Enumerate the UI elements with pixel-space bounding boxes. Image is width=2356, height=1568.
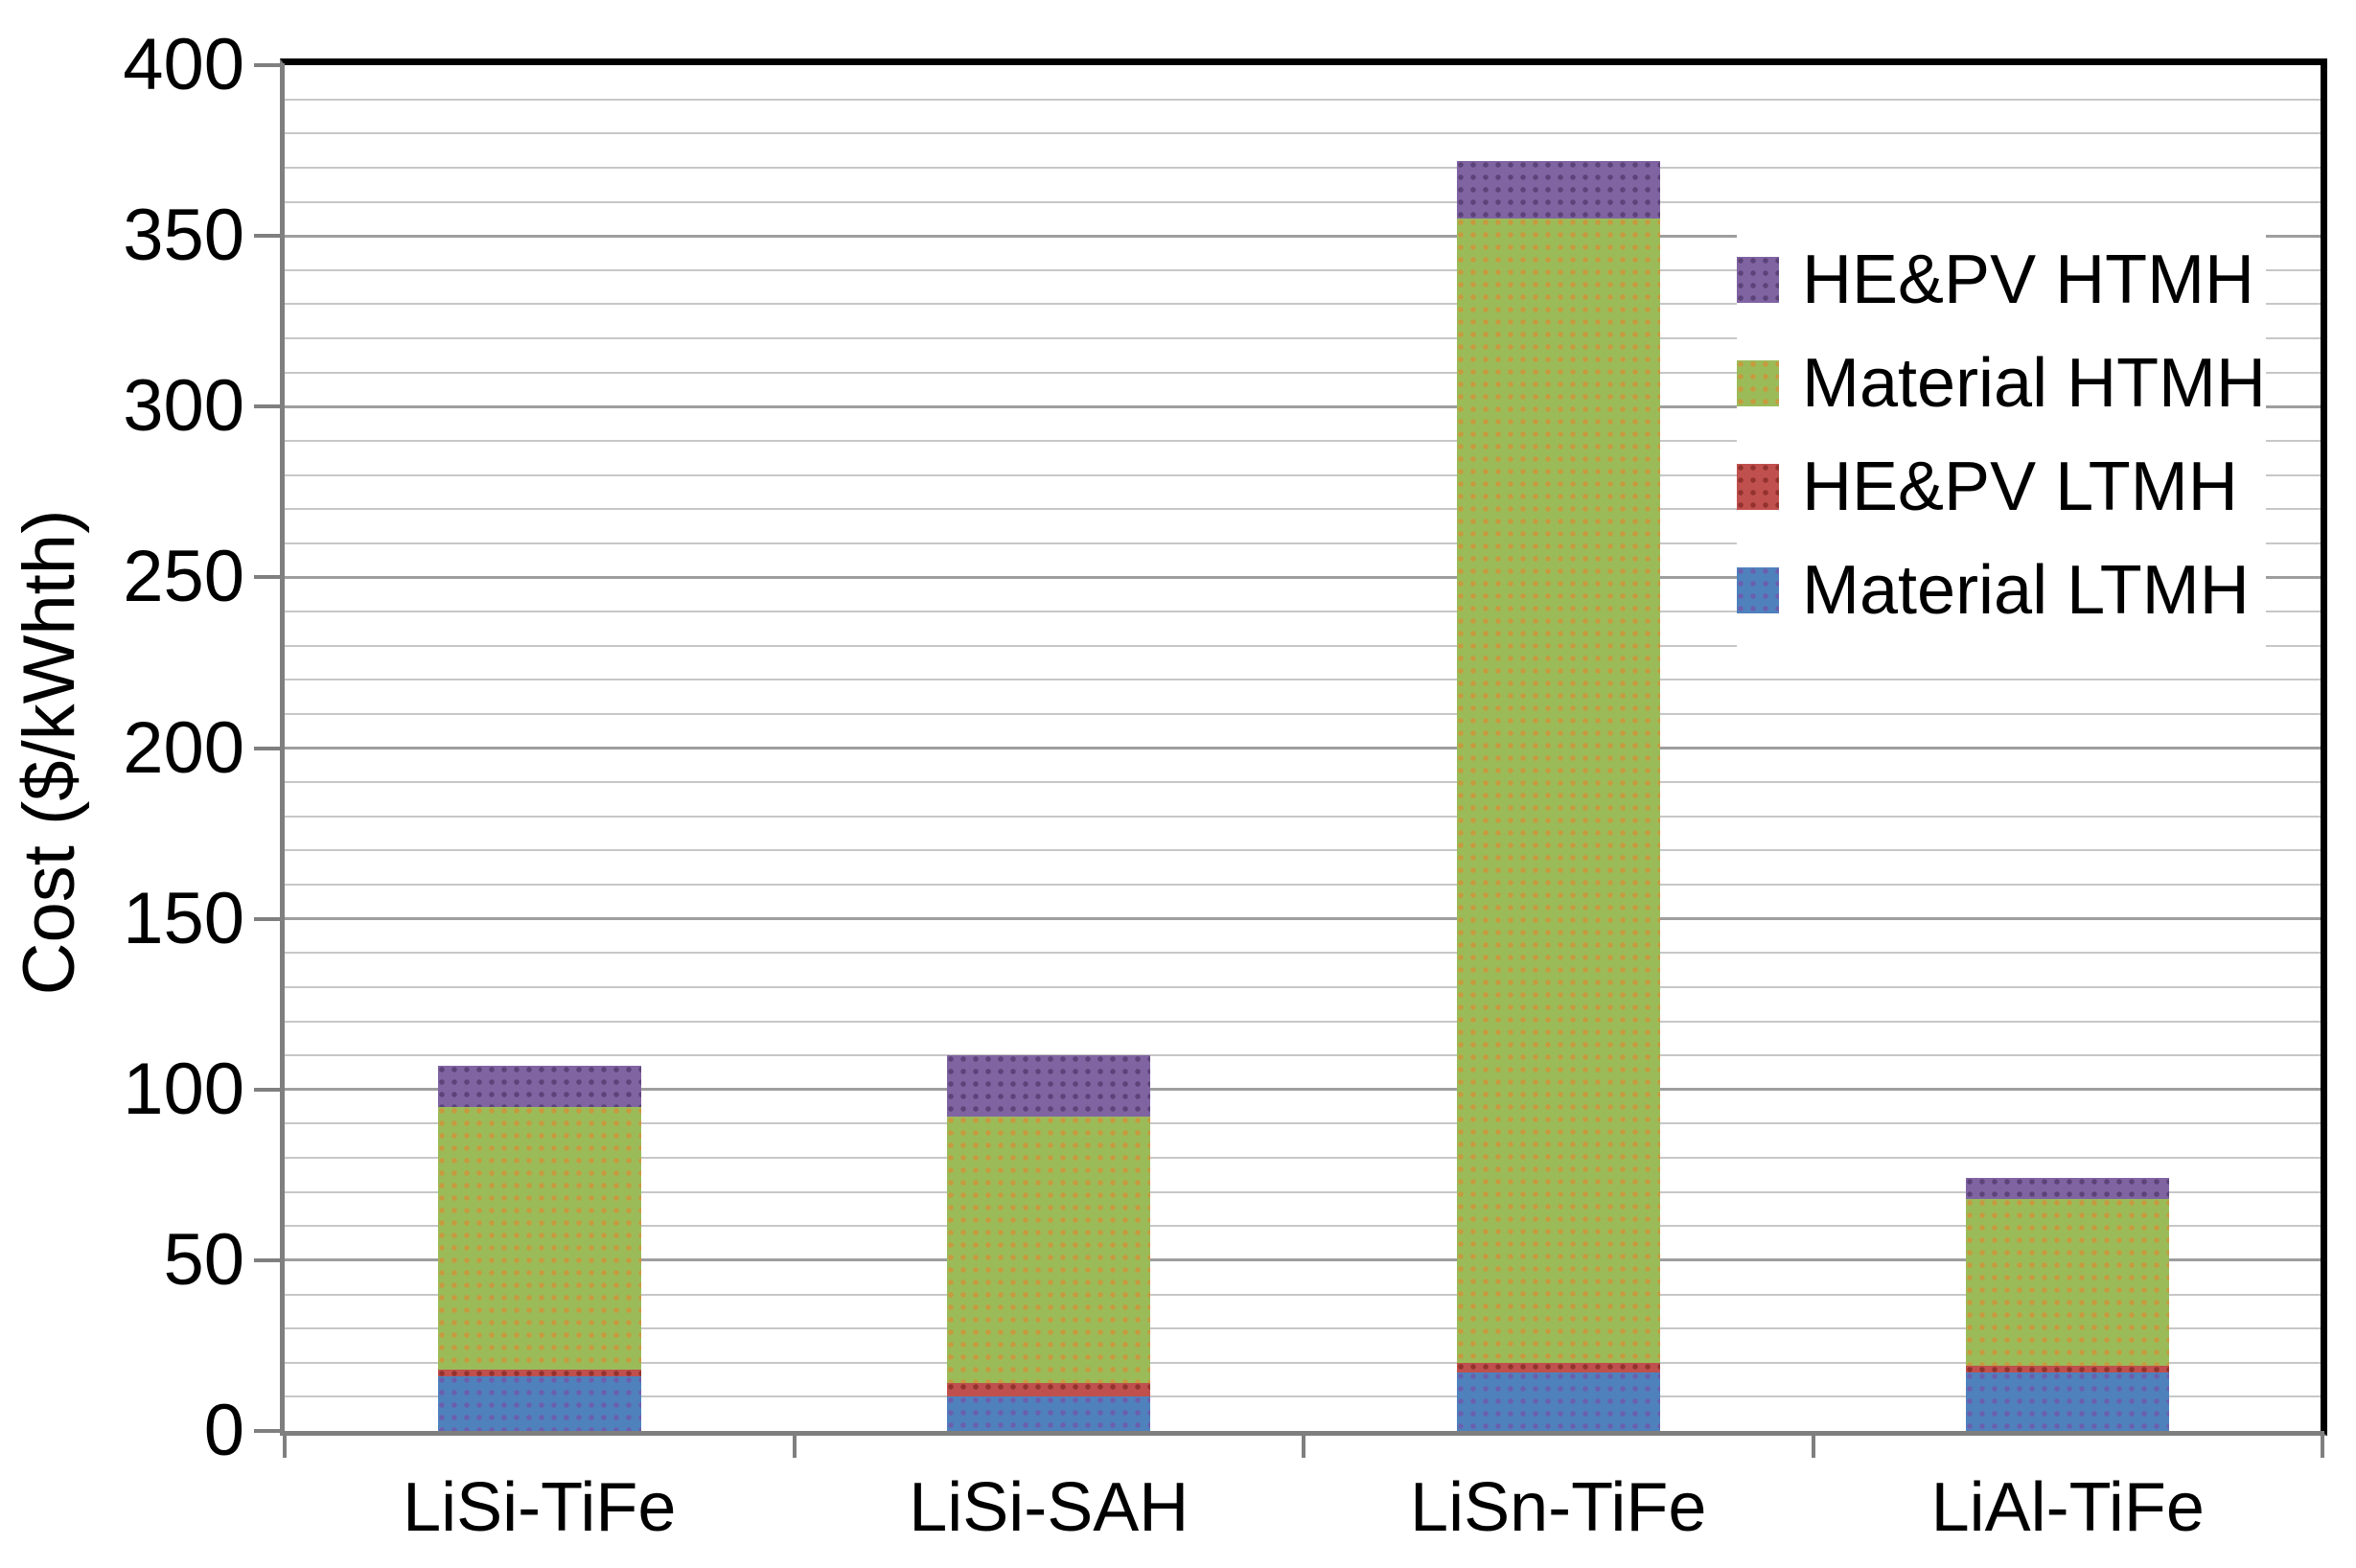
x-category-label: LiSn-TiFe: [1410, 1469, 1707, 1546]
minor-gridline: [285, 1054, 2322, 1057]
bar-segment: [1456, 219, 1660, 1363]
y-axis-tick: [254, 746, 285, 750]
y-axis-tick: [254, 1257, 285, 1262]
bar-segment: [1456, 1372, 1660, 1431]
y-tick-label: 0: [203, 1390, 244, 1471]
minor-gridline: [285, 712, 2322, 715]
minor-gridline: [285, 473, 2322, 476]
minor-gridline: [285, 611, 2322, 612]
legend-swatch: [1737, 567, 1779, 613]
x-category-label: LiAl-TiFe: [1930, 1469, 2205, 1546]
major-gridline: [285, 1088, 2322, 1092]
major-gridline: [285, 234, 2322, 238]
y-axis-tick: [254, 1429, 285, 1433]
x-axis-tick: [1811, 1431, 1815, 1458]
legend-swatch: [1737, 360, 1779, 406]
legend-label: HE&PV LTMH: [1802, 449, 2238, 525]
major-gridline: [285, 404, 2322, 408]
bar-segment: [947, 1117, 1151, 1384]
major-gridline: [285, 747, 2322, 749]
bar-segment: [437, 1369, 641, 1376]
legend-swatch: [1737, 257, 1779, 303]
bar-segment: [1456, 160, 1660, 219]
legend-item: Material HTMH: [1737, 332, 2266, 435]
x-axis-tick: [1302, 1431, 1305, 1458]
legend: HE&PV HTMH Material HTMH HE&PV LTMH Materia…: [1737, 228, 2266, 671]
y-axis-tick: [254, 1087, 285, 1092]
minor-gridline: [285, 1293, 2322, 1296]
legend-label: Material LTMH: [1802, 552, 2250, 629]
minor-gridline: [285, 337, 2322, 339]
bar-segment: [437, 1106, 641, 1370]
minor-gridline: [285, 508, 2322, 511]
minor-gridline: [285, 952, 2322, 955]
major-gridline: [285, 917, 2322, 921]
major-gridline: [285, 575, 2322, 579]
y-axis-tick: [254, 234, 285, 239]
minor-gridline: [285, 781, 2322, 784]
bar-segment: [1966, 1198, 2170, 1367]
minor-gridline: [285, 268, 2322, 271]
minor-gridline: [285, 985, 2322, 988]
legend-label: HE&PV HTMH: [1802, 242, 2255, 318]
minor-gridline: [285, 1157, 2322, 1159]
minor-gridline: [285, 1395, 2322, 1398]
minor-gridline: [285, 849, 2322, 852]
x-axis-tick: [283, 1431, 287, 1458]
legend-item: HE&PV HTMH: [1737, 228, 2266, 332]
major-gridline: [285, 1258, 2322, 1262]
y-tick-label: 400: [123, 24, 244, 105]
minor-gridline: [285, 679, 2322, 681]
y-axis-tick: [254, 575, 285, 580]
bar-segment: [1456, 1362, 1660, 1373]
minor-gridline: [285, 303, 2322, 306]
y-tick-label: 250: [123, 536, 244, 618]
minor-gridline: [285, 1122, 2322, 1125]
bar-segment: [1966, 1178, 2170, 1199]
y-axis-tick: [254, 404, 285, 409]
minor-gridline: [285, 371, 2322, 374]
y-axis-tick: [254, 916, 285, 921]
minor-gridline: [285, 1225, 2322, 1228]
minor-gridline: [285, 1020, 2322, 1023]
minor-gridline: [285, 884, 2322, 886]
minor-gridline: [285, 132, 2322, 135]
y-tick-label: 150: [123, 877, 244, 959]
bar-segment: [947, 1383, 1151, 1397]
y-axis-tick: [254, 63, 285, 67]
bar-segment: [437, 1376, 641, 1431]
bar-segment: [947, 1055, 1151, 1118]
minor-gridline: [285, 644, 2322, 647]
legend-item: Material LTMH: [1737, 539, 2266, 642]
legend-swatch: [1737, 464, 1779, 510]
legend-label: Material HTMH: [1802, 345, 2267, 422]
x-category-label: LiSi-SAH: [909, 1469, 1190, 1546]
y-tick-label: 100: [123, 1048, 244, 1130]
x-category-label: LiSi-TiFe: [403, 1469, 677, 1546]
minor-gridline: [285, 1190, 2322, 1193]
bar-segment: [947, 1396, 1151, 1431]
y-tick-label: 300: [123, 365, 244, 448]
minor-gridline: [285, 815, 2322, 818]
minor-gridline: [285, 542, 2322, 544]
minor-gridline: [285, 166, 2322, 169]
x-axis-tick: [792, 1431, 797, 1458]
y-tick-label: 350: [123, 195, 244, 277]
bar-segment: [1966, 1366, 2170, 1373]
y-tick-label: 200: [123, 706, 244, 789]
minor-gridline: [285, 98, 2322, 101]
legend-item: HE&PV LTMH: [1737, 435, 2266, 539]
minor-gridline: [285, 1327, 2322, 1330]
x-axis-tick: [2321, 1431, 2324, 1458]
minor-gridline: [285, 1361, 2322, 1364]
minor-gridline: [285, 200, 2322, 203]
y-tick-label: 50: [163, 1218, 244, 1301]
bar-segment: [1966, 1372, 2170, 1431]
bar-segment: [437, 1065, 641, 1107]
minor-gridline: [285, 439, 2322, 442]
